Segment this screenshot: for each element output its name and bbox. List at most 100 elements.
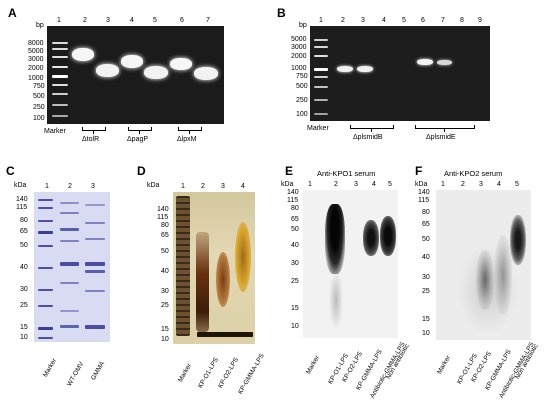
panel-d: D kDa 1 2 3 4 140 115 80 65 50 40 30 25 … bbox=[135, 160, 275, 401]
lane-number: 4 bbox=[130, 17, 134, 24]
ladder-label: 115 bbox=[418, 197, 430, 204]
sample-label: KP-GMMA-LPS bbox=[237, 352, 266, 396]
ladder-label: 80 bbox=[161, 222, 169, 229]
ladder-label: 80 bbox=[20, 217, 28, 224]
panel-label: B bbox=[277, 6, 286, 20]
silver-stained-gel bbox=[173, 192, 255, 344]
lane-number: 7 bbox=[441, 17, 445, 24]
group-label: ΔplsmidE bbox=[426, 134, 456, 141]
protein-band bbox=[85, 325, 105, 329]
blot-smear bbox=[325, 204, 345, 274]
ladder-band bbox=[314, 46, 328, 48]
lane-number: 2 bbox=[83, 17, 87, 24]
unit-label: bp bbox=[299, 22, 307, 29]
ladder-label: 80 bbox=[291, 205, 299, 212]
ladder-band bbox=[52, 75, 68, 78]
dna-band bbox=[357, 66, 373, 72]
ladder-label: 25 bbox=[161, 302, 169, 309]
dna-band bbox=[437, 60, 452, 65]
group-label: ΔlpxM bbox=[177, 136, 197, 143]
group-label: ΔtolR bbox=[82, 136, 100, 143]
blot-smear bbox=[363, 220, 379, 256]
agarose-gel bbox=[310, 26, 490, 121]
ladder-label: 2000 bbox=[291, 53, 307, 60]
ladder-label: 80 bbox=[422, 209, 430, 216]
blot-smear bbox=[329, 270, 343, 330]
ladder-label: 15 bbox=[20, 324, 28, 331]
serum-title: Anti-KPO1 serum bbox=[317, 169, 376, 178]
ladder-band bbox=[314, 113, 328, 115]
ladder-label: 140 bbox=[287, 189, 299, 196]
ladder-label: 15 bbox=[422, 316, 430, 323]
ladder-label: 250 bbox=[33, 104, 45, 111]
lane-number: 1 bbox=[45, 183, 49, 190]
ladder-label: 100 bbox=[33, 115, 45, 122]
sds-page-gel bbox=[34, 192, 110, 342]
sample-label: Marker bbox=[305, 354, 322, 376]
ladder-band bbox=[52, 84, 68, 86]
ladder-label: 750 bbox=[296, 73, 308, 80]
bracket-tick bbox=[371, 128, 372, 132]
lane-number: 5 bbox=[153, 17, 157, 24]
ladder-label: 65 bbox=[20, 228, 28, 235]
ladder-band bbox=[38, 337, 53, 339]
panel-label: D bbox=[137, 164, 146, 178]
ladder-label: 15 bbox=[291, 305, 299, 312]
ladder-band bbox=[314, 55, 328, 57]
ladder-label: 50 bbox=[161, 248, 169, 255]
lane-number: 6 bbox=[421, 17, 425, 24]
blot-smear bbox=[510, 215, 526, 265]
bracket-tick bbox=[93, 130, 94, 134]
ladder-label: 65 bbox=[161, 232, 169, 239]
lane-number: 8 bbox=[460, 17, 464, 24]
ladder-band bbox=[52, 104, 68, 106]
ladder-label: 115 bbox=[287, 197, 299, 204]
dna-band bbox=[337, 66, 353, 72]
ladder-band bbox=[38, 207, 53, 209]
protein-band bbox=[60, 240, 79, 242]
dna-band bbox=[144, 66, 168, 79]
ladder-band bbox=[314, 76, 328, 78]
bracket-tick bbox=[444, 128, 445, 132]
protein-band bbox=[60, 282, 79, 284]
protein-band bbox=[60, 325, 79, 328]
ladder-label: 10 bbox=[291, 323, 299, 330]
sample-label: GMMA bbox=[90, 360, 107, 382]
ladder-label: 1000 bbox=[28, 75, 44, 82]
ladder-label: 3000 bbox=[28, 56, 44, 63]
ladder-label: 140 bbox=[157, 206, 169, 213]
lane-number: 3 bbox=[479, 181, 483, 188]
lane-number: 4 bbox=[497, 181, 501, 188]
ladder-band bbox=[38, 245, 53, 247]
ladder-label: 10 bbox=[20, 334, 28, 341]
lane-number: 2 bbox=[201, 183, 205, 190]
lane-number: 2 bbox=[334, 181, 338, 188]
ladder-label: 10 bbox=[422, 330, 430, 337]
lane-number: 3 bbox=[221, 183, 225, 190]
ladder-label: 115 bbox=[157, 214, 169, 221]
lane-number: 2 bbox=[461, 181, 465, 188]
protein-band bbox=[85, 290, 105, 292]
ladder-label: 140 bbox=[418, 189, 430, 196]
lane-number: 5 bbox=[515, 181, 519, 188]
panel-label: E bbox=[285, 164, 294, 178]
lps-ladder bbox=[216, 252, 230, 307]
ladder-band bbox=[38, 199, 53, 201]
lane-number: 7 bbox=[206, 17, 210, 24]
unit-label: kDa bbox=[415, 181, 428, 188]
ladder-label: 25 bbox=[291, 278, 299, 285]
lane-number: 4 bbox=[372, 181, 376, 188]
bracket-tick bbox=[189, 130, 190, 134]
protein-band bbox=[60, 228, 79, 231]
lane-number: 2 bbox=[341, 17, 345, 24]
ladder-label: 250 bbox=[296, 97, 308, 104]
ladder-label: 1000 bbox=[291, 65, 307, 72]
panel-label: C bbox=[6, 164, 15, 178]
lane-number: 3 bbox=[361, 17, 365, 24]
lps-ladder bbox=[235, 222, 251, 292]
group-bracket bbox=[178, 127, 202, 131]
ladder-label: 40 bbox=[161, 268, 169, 275]
western-blot bbox=[303, 190, 398, 338]
sample-label: Marker bbox=[436, 354, 453, 376]
unit-label: kDa bbox=[281, 181, 294, 188]
